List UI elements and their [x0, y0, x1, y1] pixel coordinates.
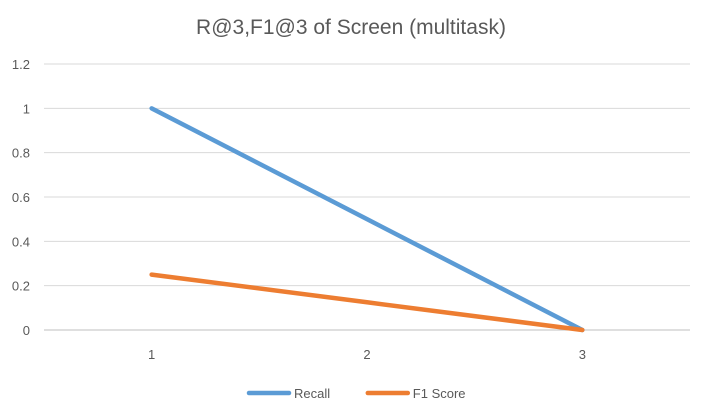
x-axis-ticks: 1 2 3	[148, 347, 586, 362]
series-line-recall	[149, 106, 585, 333]
legend-label: Recall	[294, 386, 330, 401]
y-tick-label: 0	[23, 323, 30, 338]
series-lines	[149, 106, 585, 333]
x-tick-label: 2	[363, 347, 370, 362]
y-tick-label: 0.6	[12, 190, 30, 205]
gridlines	[44, 63, 690, 331]
y-tick-label: 0.4	[12, 234, 30, 249]
x-tick-label: 3	[579, 347, 586, 362]
legend-label: F1 Score	[413, 386, 466, 401]
y-tick-label: 0.8	[12, 146, 30, 161]
chart-title: R@3,F1@3 of Screen (multitask)	[196, 16, 506, 39]
x-tick-label: 1	[148, 347, 155, 362]
y-tick-label: 1.2	[12, 57, 30, 72]
legend: Recall F1 Score	[246, 386, 466, 401]
y-axis-ticks: 0 0.2 0.4 0.6 0.8 1 1.2	[12, 57, 30, 338]
y-tick-label: 1	[23, 101, 30, 116]
series-line-f1-score	[149, 272, 585, 333]
y-tick-label: 0.2	[12, 279, 30, 294]
